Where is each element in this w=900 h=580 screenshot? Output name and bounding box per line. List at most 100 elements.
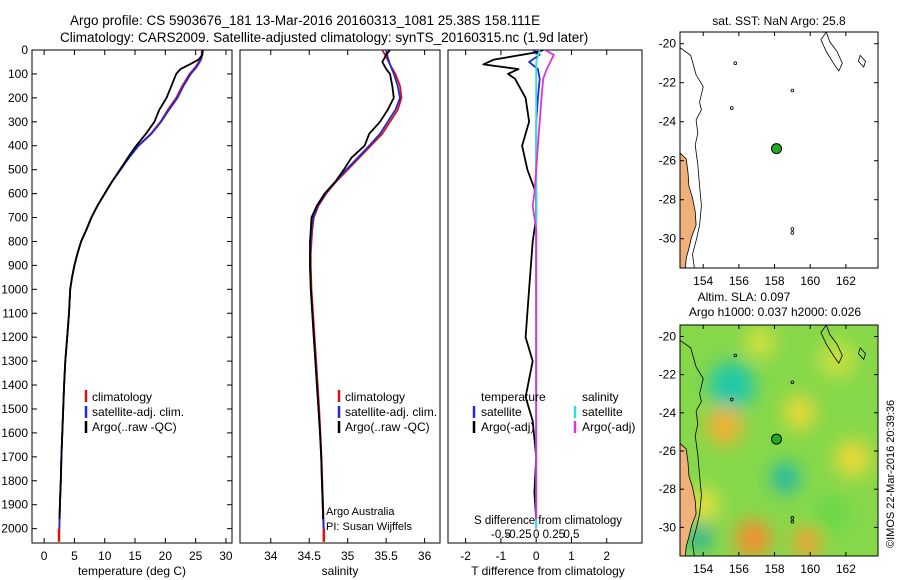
x-tick-label: -1 bbox=[496, 549, 507, 563]
difference-legend: temperature satellite Argo(-adj) salinit… bbox=[472, 390, 635, 434]
s-tick-label: 0.25 bbox=[543, 529, 565, 541]
salinity-panel: 34 34.5 35 35.5 36 climatology satellite-adj… bbox=[239, 49, 441, 578]
x-tick-label: 5 bbox=[71, 549, 78, 563]
temperature-series bbox=[57, 50, 204, 542]
lat-tick-label: -30 bbox=[659, 520, 677, 534]
sst-map-content bbox=[680, 32, 866, 268]
y-tick-label: 1500 bbox=[1, 402, 28, 416]
sla-anomaly bbox=[706, 407, 743, 446]
legend-label-argo: Argo(..raw -QC) bbox=[345, 420, 430, 434]
difference-panel: -2 -1 0 1 2-0.5-0.25 0 0.250.5 temperature sat… bbox=[447, 49, 643, 578]
x-tick-label: 35 bbox=[341, 549, 355, 563]
lat-tick-label: -24 bbox=[659, 406, 677, 420]
y-tick-label: 700 bbox=[8, 211, 28, 225]
difference-plot-frame bbox=[447, 49, 643, 544]
x-tick-label: 36 bbox=[418, 549, 432, 563]
x-tick-label: 34 bbox=[264, 549, 278, 563]
seamount-contour bbox=[790, 516, 795, 520]
y-tick-label: 1700 bbox=[1, 450, 28, 464]
sla-anomaly bbox=[792, 527, 821, 556]
difference-series bbox=[482, 50, 555, 529]
temperature-panel: 0 5 10 15 20 25 30 010020030040050060070080090… bbox=[1, 43, 642, 578]
sla-anomaly bbox=[835, 439, 871, 478]
s-difference-label: S difference from climatology bbox=[474, 515, 622, 527]
y-tick-label: 600 bbox=[8, 187, 28, 201]
salinity-series bbox=[309, 50, 403, 542]
annotation-pi: PI: Susan Wijffels bbox=[326, 521, 412, 533]
x-tick-label: 1 bbox=[568, 549, 575, 563]
lon-tick-label: 158 bbox=[765, 274, 785, 288]
legend-label-temp-satellite: satellite bbox=[481, 405, 522, 419]
reef-contour bbox=[857, 347, 866, 361]
lat-tick-label: -30 bbox=[659, 232, 677, 246]
sla-field bbox=[687, 326, 871, 556]
seamount-contour bbox=[733, 353, 738, 358]
y-tick-label: 1800 bbox=[1, 474, 28, 488]
x-tick-label: -2 bbox=[460, 549, 471, 563]
series-line bbox=[531, 50, 555, 520]
y-tick-label: 800 bbox=[8, 234, 28, 248]
legend-label-sal-satellite: satellite bbox=[582, 405, 623, 419]
series-line bbox=[482, 50, 544, 520]
reef-contour bbox=[857, 54, 866, 68]
sst-map-panel: sat. SST: NaN Argo: 25.8 154 156 158 160 162… bbox=[659, 14, 879, 288]
y-tick-label: 2000 bbox=[1, 522, 28, 536]
header-line1: Argo profile: CS 5903676_181 13-Mar-2016… bbox=[70, 13, 540, 28]
lon-tick-label: 154 bbox=[693, 562, 713, 576]
s-tick-label: -0.25 bbox=[505, 529, 531, 541]
sla-map-panel: Altim. SLA: 0.097 Argo h1000: 0.037 h200… bbox=[659, 290, 879, 576]
land-australia bbox=[680, 442, 697, 556]
s-tick-label: -0.5 bbox=[491, 529, 511, 541]
legend-title-temperature: temperature bbox=[481, 390, 546, 404]
sst-map-ticks: 154 156 158 160 162 -20 -22 -24 -26 -28 -30 bbox=[659, 32, 878, 288]
series-line bbox=[58, 50, 204, 520]
shelf-contour bbox=[680, 339, 704, 556]
lat-tick-label: -22 bbox=[659, 76, 677, 90]
float-position-marker bbox=[771, 143, 783, 155]
y-tick-label: 1400 bbox=[1, 378, 28, 392]
difference-x-ticks: -2 -1 0 1 2-0.5-0.25 0 0.250.5 bbox=[460, 50, 610, 563]
sla-map-ticks: 154 156 158 160 162 -20 -22 -24 -26 -28 -30 bbox=[659, 325, 878, 576]
lon-tick-label: 162 bbox=[836, 274, 856, 288]
lat-tick-label: -20 bbox=[659, 329, 677, 343]
salinity-x-label: salinity bbox=[322, 564, 359, 578]
header-line2: Climatology: CARS2009. Satellite-adjuste… bbox=[60, 30, 588, 45]
reef-contour bbox=[820, 32, 843, 72]
lon-tick-label: 154 bbox=[693, 274, 713, 288]
seamount-contour bbox=[729, 397, 734, 402]
lat-tick-label: -26 bbox=[659, 154, 677, 168]
reef-contour bbox=[820, 325, 843, 365]
sla-anomaly bbox=[783, 395, 816, 430]
series-line bbox=[309, 50, 395, 520]
y-tick-label: 1100 bbox=[2, 306, 28, 320]
y-tick-label: 200 bbox=[8, 91, 28, 105]
lat-tick-label: -24 bbox=[659, 115, 677, 129]
seamount-contour bbox=[729, 106, 734, 110]
salinity-legend: climatology satellite-adj. clim. Argo(..… bbox=[337, 390, 437, 434]
temperature-x-label: temperature (deg C) bbox=[78, 564, 186, 578]
imos-credit: ©IMOS 22-Mar-2016 20:39:36 bbox=[885, 400, 897, 548]
seamount-contour bbox=[790, 519, 795, 524]
x-tick-label: 15 bbox=[128, 549, 142, 563]
lon-tick-label: 158 bbox=[765, 562, 785, 576]
temperature-x-ticks: 0 5 10 15 20 25 30 bbox=[41, 50, 233, 563]
y-tick-label: 0 bbox=[21, 43, 28, 57]
x-tick-label: 25 bbox=[189, 549, 203, 563]
t-difference-label: T difference from climatology bbox=[471, 564, 625, 578]
sla-map-subtitle: Argo h1000: 0.037 h2000: 0.026 bbox=[689, 305, 861, 319]
y-tick-label: 1600 bbox=[1, 426, 28, 440]
seamount-contour bbox=[790, 380, 795, 385]
lon-tick-label: 160 bbox=[800, 274, 820, 288]
sla-anomaly bbox=[813, 494, 850, 534]
legend-label-climatology: climatology bbox=[92, 390, 152, 404]
seamount-contour bbox=[733, 61, 738, 66]
land-australia bbox=[680, 152, 697, 268]
lat-tick-label: -28 bbox=[659, 193, 677, 207]
x-tick-label: 34.5 bbox=[298, 549, 322, 563]
salinity-x-ticks: 34 34.5 35 35.5 36 bbox=[264, 50, 432, 563]
s-tick-label: 0.5 bbox=[563, 529, 579, 541]
legend-label-climatology: climatology bbox=[345, 390, 405, 404]
float-position-marker bbox=[771, 433, 783, 445]
legend-label-satellite: satellite-adj. clim. bbox=[345, 405, 437, 419]
x-tick-label: 0 bbox=[533, 549, 540, 563]
